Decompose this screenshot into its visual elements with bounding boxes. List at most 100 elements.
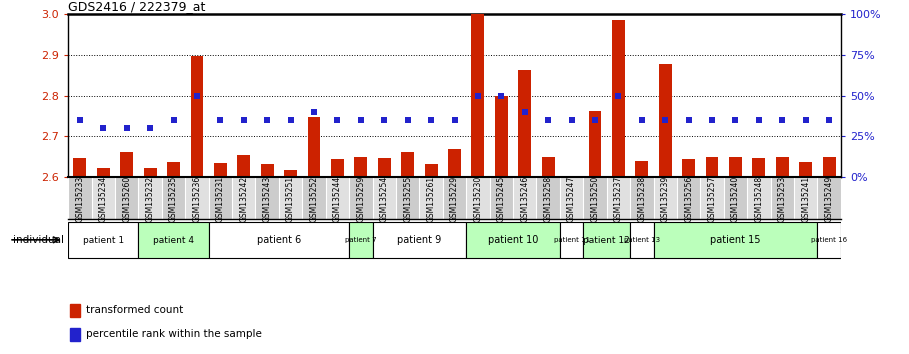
Point: [73, 117, 87, 123]
Bar: [518, 70, 531, 177]
Text: individual: individual: [13, 235, 64, 245]
Text: patient 1: patient 1: [83, 236, 124, 245]
Point: [119, 125, 134, 131]
Bar: [753, 158, 765, 177]
Bar: [285, 170, 297, 177]
Bar: [325, 177, 349, 219]
Bar: [138, 177, 162, 219]
FancyBboxPatch shape: [584, 222, 630, 258]
Bar: [659, 64, 672, 177]
Text: patient 11: patient 11: [554, 237, 590, 243]
Bar: [68, 177, 92, 219]
Bar: [419, 177, 443, 219]
Point: [166, 117, 181, 123]
Bar: [817, 177, 841, 219]
FancyBboxPatch shape: [209, 222, 349, 258]
Text: patient 6: patient 6: [256, 235, 301, 245]
Bar: [612, 20, 624, 177]
Bar: [799, 161, 812, 177]
FancyBboxPatch shape: [817, 222, 841, 258]
Bar: [237, 155, 250, 177]
Text: patient 13: patient 13: [624, 237, 660, 243]
Bar: [776, 158, 789, 177]
Bar: [209, 177, 232, 219]
Bar: [349, 177, 373, 219]
Point: [541, 117, 555, 123]
Point: [96, 125, 111, 131]
Point: [190, 93, 205, 98]
Bar: [588, 111, 602, 177]
Point: [658, 117, 673, 123]
Bar: [378, 158, 391, 177]
Bar: [232, 177, 255, 219]
Bar: [747, 177, 771, 219]
Bar: [214, 163, 227, 177]
Point: [822, 117, 836, 123]
Point: [588, 117, 603, 123]
Text: patient 15: patient 15: [710, 235, 761, 245]
Point: [494, 93, 509, 98]
Bar: [185, 177, 209, 219]
Point: [213, 117, 227, 123]
Text: GDS2416 / 222379_at: GDS2416 / 222379_at: [68, 0, 205, 13]
Bar: [771, 177, 794, 219]
Point: [447, 117, 462, 123]
Bar: [472, 14, 484, 177]
Text: transformed count: transformed count: [85, 306, 183, 315]
Bar: [448, 149, 461, 177]
Bar: [490, 177, 513, 219]
Point: [400, 117, 415, 123]
Bar: [565, 176, 578, 177]
Bar: [584, 177, 606, 219]
FancyBboxPatch shape: [654, 222, 817, 258]
Bar: [700, 177, 724, 219]
Bar: [630, 177, 654, 219]
Point: [471, 93, 485, 98]
Point: [704, 117, 719, 123]
Bar: [307, 117, 321, 177]
FancyBboxPatch shape: [466, 222, 560, 258]
Bar: [97, 168, 110, 177]
Point: [377, 117, 392, 123]
Text: percentile rank within the sample: percentile rank within the sample: [85, 329, 262, 339]
Bar: [355, 158, 367, 177]
Text: patient 7: patient 7: [345, 237, 376, 243]
Bar: [823, 158, 835, 177]
Bar: [635, 161, 648, 177]
Bar: [443, 177, 466, 219]
Text: patient 16: patient 16: [811, 237, 847, 243]
Bar: [425, 164, 437, 177]
Bar: [396, 177, 419, 219]
Text: patient 10: patient 10: [488, 235, 538, 245]
Bar: [70, 304, 80, 317]
Bar: [70, 328, 80, 341]
Text: patient 4: patient 4: [153, 236, 194, 245]
Point: [284, 117, 298, 123]
Bar: [677, 177, 700, 219]
Bar: [331, 159, 344, 177]
Bar: [542, 158, 554, 177]
Point: [682, 117, 696, 123]
Bar: [682, 159, 695, 177]
Bar: [373, 177, 396, 219]
Point: [330, 117, 345, 123]
Bar: [729, 158, 742, 177]
Point: [517, 109, 532, 115]
Bar: [144, 168, 156, 177]
Point: [775, 117, 790, 123]
Bar: [654, 177, 677, 219]
FancyBboxPatch shape: [630, 222, 654, 258]
Bar: [303, 177, 325, 219]
Bar: [120, 152, 133, 177]
Bar: [115, 177, 138, 219]
Bar: [261, 164, 274, 177]
FancyBboxPatch shape: [373, 222, 466, 258]
FancyBboxPatch shape: [349, 222, 373, 258]
Bar: [606, 177, 630, 219]
Point: [143, 125, 157, 131]
Bar: [401, 152, 415, 177]
Bar: [162, 177, 185, 219]
Bar: [724, 177, 747, 219]
Bar: [167, 162, 180, 177]
Point: [306, 109, 321, 115]
